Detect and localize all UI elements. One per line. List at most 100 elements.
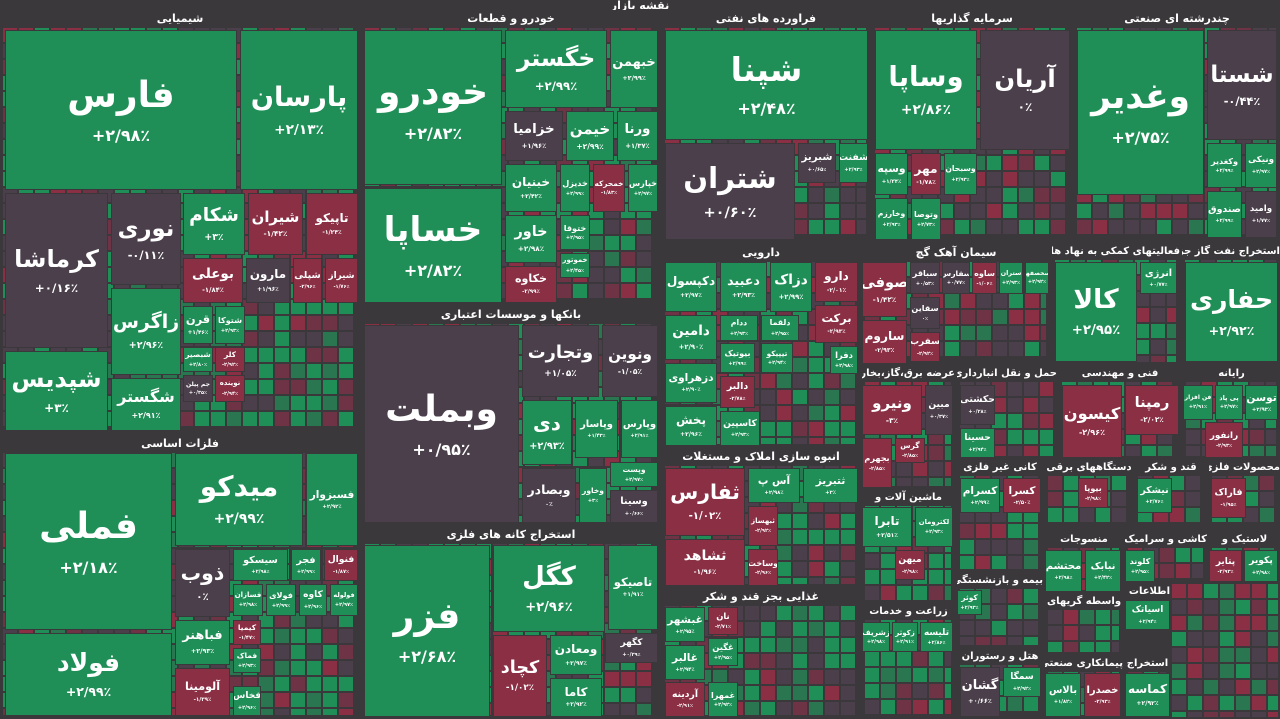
stock-tile[interactable]: صندوق +۲/۹۹٪ [1207, 191, 1242, 238]
stock-tile[interactable]: بوعلی -۱/۸۴٪ [183, 258, 243, 303]
stock-tile[interactable]: فنوال -۱/۸۷٪ [324, 549, 358, 581]
stock-tile[interactable]: ثفارس -۱/۰۲٪ [665, 468, 745, 536]
stock-tile[interactable]: کیسون -۲/۹۶٪ [1062, 385, 1122, 458]
stock-tile[interactable]: سمگا +۲/۹۲٪ [1003, 667, 1041, 697]
stock-tile[interactable]: خساپا +۲/۸۲٪ [364, 188, 502, 303]
stock-tile[interactable]: کاوه +۲/۹۶٪ [299, 584, 327, 616]
stock-tile[interactable]: خمحرکه -۱/۸۳٪ [593, 164, 625, 212]
stock-tile[interactable]: وغدیر +۲/۷۵٪ [1077, 30, 1204, 195]
stock-tile[interactable]: فجر +۲/۹۹٪ [291, 549, 321, 581]
stock-tile[interactable]: کسرا -۲/۵۰٪ [1003, 478, 1041, 513]
stock-tile[interactable]: سیسکو +۲/۹۸٪ [233, 549, 288, 581]
stock-tile[interactable]: وخارزم +۲/۹۳٪ [875, 198, 908, 240]
stock-tile[interactable]: بجهرم -۲/۸۵٪ [862, 438, 892, 488]
stock-tile[interactable]: وتجارت +۱/۰۵٪ [522, 325, 599, 397]
stock-tile[interactable]: فولوله +۲/۹۷٪ [330, 584, 358, 616]
stock-tile[interactable]: شفنت +۲/۹۳٪ [839, 143, 868, 183]
stock-tile[interactable]: کاما +۲/۹۲٪ [550, 678, 602, 717]
stock-tile[interactable]: سفارس +۰/۷۷٪ [942, 262, 970, 294]
stock-tile[interactable]: لکترومان +۲/۹۳٪ [915, 507, 953, 547]
stock-tile[interactable]: مارون +۱/۹۶٪ [246, 258, 290, 303]
stock-tile[interactable]: سقاین ۰٪ [910, 297, 940, 329]
stock-tile[interactable]: کماسه +۲/۹۲٪ [1125, 673, 1170, 717]
stock-tile[interactable]: آس پ +۲/۹۸٪ [748, 468, 800, 503]
stock-tile[interactable]: غبشهر +۲/۹۵٪ [665, 607, 705, 642]
stock-tile[interactable]: نیشکر +۲/۷۶٪ [1137, 478, 1172, 513]
stock-tile[interactable]: پکویر +۲/۹۸٪ [1244, 550, 1278, 582]
stock-tile[interactable]: زشریف +۲/۹۸٪ [862, 622, 890, 652]
stock-tile[interactable]: ستران +۲/۹۳٪ [999, 262, 1023, 294]
stock-tile[interactable]: دی +۲/۹۳٪ [522, 400, 572, 465]
stock-tile[interactable]: فباهنر +۲/۹۳٪ [175, 620, 230, 665]
stock-tile[interactable]: زاگرس +۲/۹۶٪ [111, 288, 181, 375]
stock-tile[interactable]: دکپسول +۲/۹۷٪ [665, 262, 717, 312]
stock-tile[interactable]: جم پیلن +۰/۳۵٪ [183, 375, 213, 402]
stock-tile[interactable]: فارس +۲/۹۸٪ [5, 30, 237, 190]
stock-tile[interactable]: نوری -۰/۱۱٪ [111, 193, 181, 285]
stock-tile[interactable]: وکغدیر +۲/۹۹٪ [1207, 143, 1242, 188]
stock-tile[interactable]: وسبحان +۲/۹۳٪ [944, 153, 977, 195]
stock-tile[interactable]: کلوند +۲/۹۵٪ [1125, 550, 1155, 582]
stock-tile[interactable]: کالا +۲/۹۵٪ [1055, 262, 1137, 362]
stock-tile[interactable]: مهر -۱/۷۸٪ [911, 153, 941, 195]
stock-tile[interactable]: فولاد +۲/۹۹٪ [5, 633, 172, 716]
stock-tile[interactable]: فولای +۲/۹۹٪ [266, 584, 296, 616]
stock-tile[interactable]: خصدرا -۲/۹۳٪ [1084, 673, 1121, 717]
stock-tile[interactable]: کیمیا -۱/۴۷٪ [233, 620, 261, 645]
stock-tile[interactable]: غمهرا +۲/۹۲٪ [708, 682, 738, 717]
stock-tile[interactable]: گشان +۰/۶۶٪ [960, 667, 1000, 717]
stock-tile[interactable]: خزامیا +۱/۹۶٪ [505, 111, 563, 161]
stock-tile[interactable]: قرن +۱/۴۶٪ [183, 306, 213, 344]
stock-tile[interactable]: دزاک +۲/۹۹٪ [770, 262, 812, 312]
stock-tile[interactable]: خگستر +۲/۹۹٪ [505, 30, 607, 108]
stock-tile[interactable]: شستا -۰/۴۴٪ [1207, 30, 1277, 140]
stock-tile[interactable]: کرماشا +۰/۱۶٪ [5, 193, 108, 348]
stock-tile[interactable]: محتشم +۲/۹۸٪ [1045, 550, 1082, 592]
stock-tile[interactable]: خبهمن +۲/۹۹٪ [610, 30, 658, 108]
stock-tile[interactable]: شیراز -۱/۷۶٪ [325, 258, 358, 303]
stock-tile[interactable]: وسپه +۱/۳۴٪ [875, 153, 908, 195]
stock-tile[interactable]: رانفور -۲/۹۳٪ [1205, 422, 1243, 458]
stock-tile[interactable]: کچاد -۱/۰۲٪ [493, 635, 547, 717]
stock-tile[interactable]: وسینا +۰/۶۶٪ [610, 490, 658, 523]
stock-tile[interactable]: فخاس +۲/۹۶٪ [233, 686, 261, 716]
stock-tile[interactable]: ثبهساز -۲/۹۲٪ [748, 506, 778, 546]
stock-tile[interactable]: بالاس +۱/۸۲٪ [1045, 673, 1081, 717]
stock-tile[interactable]: شبریز +۰/۶۵٪ [798, 143, 836, 183]
stock-tile[interactable]: حکشتی +۰/۲۸٪ [960, 385, 995, 425]
stock-tile[interactable]: شکام +۳٪ [183, 193, 245, 255]
stock-tile[interactable]: وپاسار +۱/۴۳٪ [575, 400, 618, 458]
stock-tile[interactable]: خپارس +۲/۹۷٪ [628, 164, 658, 212]
stock-tile[interactable]: کگهر +۰/۲۹٪ [605, 633, 658, 663]
stock-tile[interactable]: فن افزار +۲/۹۱٪ [1183, 385, 1213, 420]
stock-tile[interactable]: ونوین -۱/۰۵٪ [602, 325, 658, 397]
stock-tile[interactable]: کگل +۲/۹۶٪ [493, 545, 605, 632]
stock-tile[interactable]: دلقما +۲/۹۵٪ [761, 315, 799, 341]
stock-tile[interactable]: ثشاهد -۱/۹۶٪ [665, 539, 745, 586]
stock-tile[interactable]: مبین +۰/۳۷٪ [925, 385, 953, 435]
stock-tile[interactable]: ددام +۲/۹۳٪ [720, 315, 758, 341]
stock-tile[interactable]: خاور +۲/۹۸٪ [505, 215, 557, 263]
stock-tile[interactable]: فسبزوار +۲/۹۲٪ [306, 453, 358, 546]
stock-tile[interactable]: نوینده -۲/۹۴٪ [215, 375, 245, 402]
stock-tile[interactable]: وبصادر ۰٪ [522, 468, 576, 523]
stock-tile[interactable]: سباقر +۰/۵۳٪ [910, 262, 940, 294]
stock-tile[interactable]: میهن -۲/۹۸٪ [895, 550, 925, 580]
stock-tile[interactable]: وساخت -۲/۹۶٪ [748, 549, 778, 586]
stock-tile[interactable]: فماک +۲/۹۳٪ [233, 648, 261, 673]
stock-tile[interactable]: اسیاتک +۲/۹۴٪ [1125, 600, 1170, 630]
stock-tile[interactable]: زکوثر +۲/۹۱٪ [892, 622, 918, 652]
stock-tile[interactable]: ومعادن +۲/۹۷٪ [550, 635, 602, 675]
stock-tile[interactable]: دارو -۲/۰۱٪ [815, 262, 858, 302]
stock-tile[interactable]: خموتور +۲/۴۵٪ [560, 253, 590, 278]
stock-tile[interactable]: شپلی -۲/۹۶٪ [293, 258, 322, 303]
stock-tile[interactable]: ونیکی +۲/۹۷٪ [1245, 143, 1277, 188]
stock-tile[interactable]: شتوکا +۲/۹۳٪ [215, 306, 245, 344]
stock-tile[interactable]: فزر +۲/۶۸٪ [364, 545, 490, 717]
stock-tile[interactable]: شبصیر +۲/۸۰٪ [183, 347, 213, 372]
stock-tile[interactable]: ثتبریز +۳٪ [803, 468, 858, 503]
stock-tile[interactable]: شیران -۱/۴۲٪ [248, 193, 303, 255]
stock-tile[interactable]: پی پاد +۲/۹۷٪ [1215, 385, 1243, 420]
stock-tile[interactable]: انرژی +۰/۷۷٪ [1140, 262, 1177, 294]
stock-tile[interactable]: خدیزل +۲/۹۹٪ [560, 164, 590, 212]
